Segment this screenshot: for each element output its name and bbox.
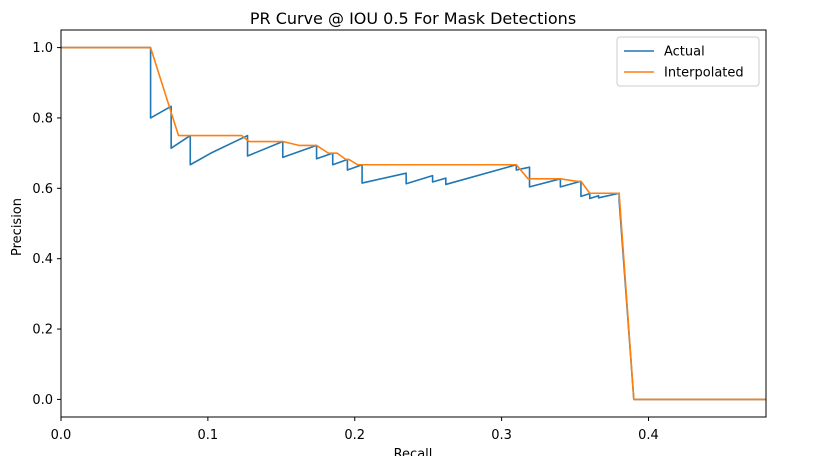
y-axis-ticks: 0.0 0.2 0.4 0.6 0.8 1.0: [32, 41, 61, 408]
y-axis-label: Precision: [10, 198, 25, 256]
legend-box: [616, 36, 760, 87]
y-tick-label: 0.8: [32, 111, 53, 126]
chart-title: PR Curve @ IOU 0.5 For Mask Detections: [250, 9, 576, 28]
series-line-actual: [61, 46, 766, 401]
x-tick-label: 0.0: [51, 428, 72, 443]
y-tick-label: 0.2: [32, 323, 53, 338]
legend-label-actual: Actual: [664, 45, 705, 60]
y-tick-label: 0.0: [32, 393, 53, 408]
series-line-interpolated: [61, 46, 766, 401]
legend: Actual Interpolated: [616, 36, 760, 87]
x-tick-label: 0.2: [344, 428, 365, 443]
y-tick-label: 0.6: [32, 182, 53, 197]
x-axis-ticks: 0.0 0.1 0.2 0.3 0.4: [51, 417, 659, 443]
plot-lines: [61, 46, 766, 401]
x-tick-label: 0.1: [198, 428, 219, 443]
x-tick-label: 0.3: [491, 428, 512, 443]
y-tick-label: 1.0: [32, 41, 53, 56]
x-axis-label: Recall: [394, 447, 433, 456]
plot-frame: [60, 29, 767, 418]
x-tick-label: 0.4: [638, 428, 659, 443]
legend-label-interpolated: Interpolated: [664, 66, 744, 81]
y-tick-label: 0.4: [32, 252, 53, 267]
